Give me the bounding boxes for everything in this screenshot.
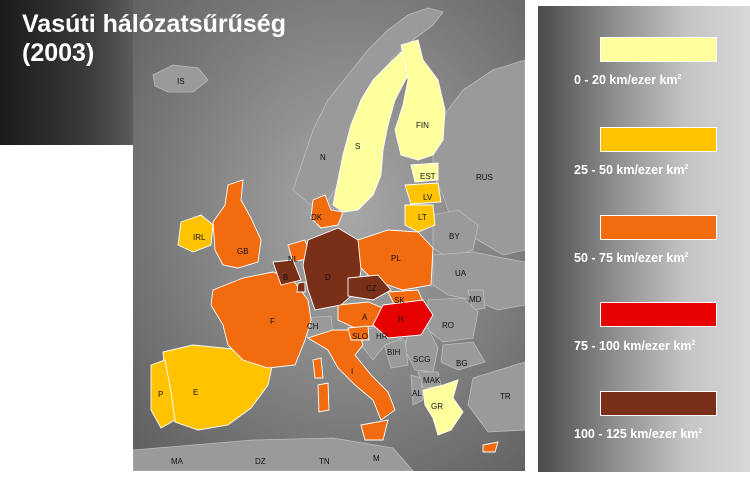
legend-label-25-50: 25 - 50 km/ezer km2 — [574, 163, 689, 177]
country-luxembourg — [296, 281, 306, 293]
country-ireland — [177, 214, 214, 253]
legend-label-50-75: 50 - 75 km/ezer km2 — [574, 251, 689, 265]
label-a: A — [362, 313, 368, 322]
country-bulgaria — [440, 341, 486, 371]
country-sicily — [360, 419, 389, 441]
label-n: N — [320, 153, 326, 162]
label-s: S — [355, 142, 360, 151]
legend-label-0-20: 0 - 20 km/ezer km2 — [574, 73, 682, 87]
label-lv: LV — [423, 193, 433, 202]
country-belgium — [272, 259, 302, 286]
label-gr: GR — [431, 402, 443, 411]
legend-swatch-25-50 — [600, 127, 717, 152]
country-cyprus — [482, 441, 499, 453]
label-ch: CH — [307, 322, 319, 331]
country-slovenia — [347, 325, 370, 341]
label-irl: IRL — [193, 233, 206, 242]
country-ukraine — [432, 251, 525, 311]
country-moldova — [467, 289, 486, 311]
country-lithuania — [404, 204, 436, 233]
country-estonia — [410, 162, 439, 183]
label-f: F — [270, 317, 275, 326]
title-line-1: Vasúti hálózatsűrűség — [22, 10, 286, 38]
country-finland — [394, 39, 446, 161]
label-ro: RO — [442, 321, 454, 330]
label-sk: SK — [394, 296, 405, 305]
label-rus: RUS — [476, 173, 493, 182]
label-p: P — [158, 390, 163, 399]
country-germany — [302, 227, 362, 311]
label-tr: TR — [500, 392, 511, 401]
label-hr: HR — [376, 332, 388, 341]
country-russia — [432, 59, 525, 256]
label-e: E — [193, 388, 198, 397]
country-france — [210, 271, 312, 369]
label-b: B — [283, 273, 288, 282]
label-ma: MA — [171, 457, 184, 466]
country-sardinia — [317, 382, 330, 413]
country-romania — [427, 297, 479, 343]
label-nl: NL — [288, 255, 299, 264]
legend-panel: 0 - 20 km/ezer km2 25 - 50 km/ezer km2 5… — [538, 6, 750, 472]
label-bg: BG — [456, 359, 468, 368]
label-ua: UA — [455, 269, 467, 278]
legend-swatch-0-20 — [600, 37, 717, 62]
country-turkey — [467, 361, 525, 433]
label-md: MD — [469, 295, 482, 304]
country-albania — [410, 374, 424, 406]
label-bih: BIH — [387, 348, 401, 357]
country-iceland — [152, 64, 209, 93]
label-slo: SLO — [352, 332, 368, 341]
label-is: IS — [177, 77, 185, 86]
eu-countries — [150, 39, 499, 453]
europe-map: IS N S FIN EST LV LT RUS BY UA MD RO BG … — [133, 0, 525, 471]
label-m: M — [373, 454, 380, 463]
label-tn: TN — [319, 457, 330, 466]
country-great-britain — [212, 179, 262, 269]
legend-label-75-100: 75 - 100 km/ezer km2 — [574, 339, 696, 353]
country-north-africa — [133, 437, 414, 471]
label-scg: SCG — [413, 355, 430, 364]
label-by: BY — [449, 232, 460, 241]
label-i: I — [351, 367, 353, 376]
non-eu-land — [133, 7, 525, 471]
legend-label-100-125: 100 - 125 km/ezer km2 — [574, 427, 703, 441]
legend-swatch-75-100 — [600, 302, 717, 327]
title-line-2: (2003) — [22, 39, 95, 67]
country-latvia — [404, 182, 442, 205]
label-lt: LT — [418, 213, 427, 222]
map-svg: IS N S FIN EST LV LT RUS BY UA MD RO BG … — [133, 7, 525, 471]
country-labels: IS N S FIN EST LV LT RUS BY UA MD RO BG … — [158, 77, 511, 466]
label-dk: DK — [311, 213, 323, 222]
country-corsica — [312, 357, 324, 379]
country-greece — [422, 379, 464, 436]
label-fin: FIN — [416, 121, 429, 130]
map-title: Vasúti hálózatsűrűség (2003) — [22, 10, 286, 68]
country-czech — [347, 274, 392, 301]
legend-swatch-50-75 — [600, 215, 717, 240]
label-d: D — [325, 273, 331, 282]
country-portugal — [150, 359, 176, 429]
label-h: H — [398, 315, 404, 324]
legend-swatch-100-125 — [600, 391, 717, 416]
label-al: AL — [412, 389, 422, 398]
label-pl: PL — [391, 254, 401, 263]
label-est: EST — [420, 172, 436, 181]
label-gb: GB — [237, 247, 249, 256]
label-mak: MAK — [423, 376, 441, 385]
country-hungary — [372, 299, 434, 339]
label-dz: DZ — [255, 457, 266, 466]
label-cz: CZ — [366, 284, 377, 293]
country-denmark — [310, 194, 344, 229]
